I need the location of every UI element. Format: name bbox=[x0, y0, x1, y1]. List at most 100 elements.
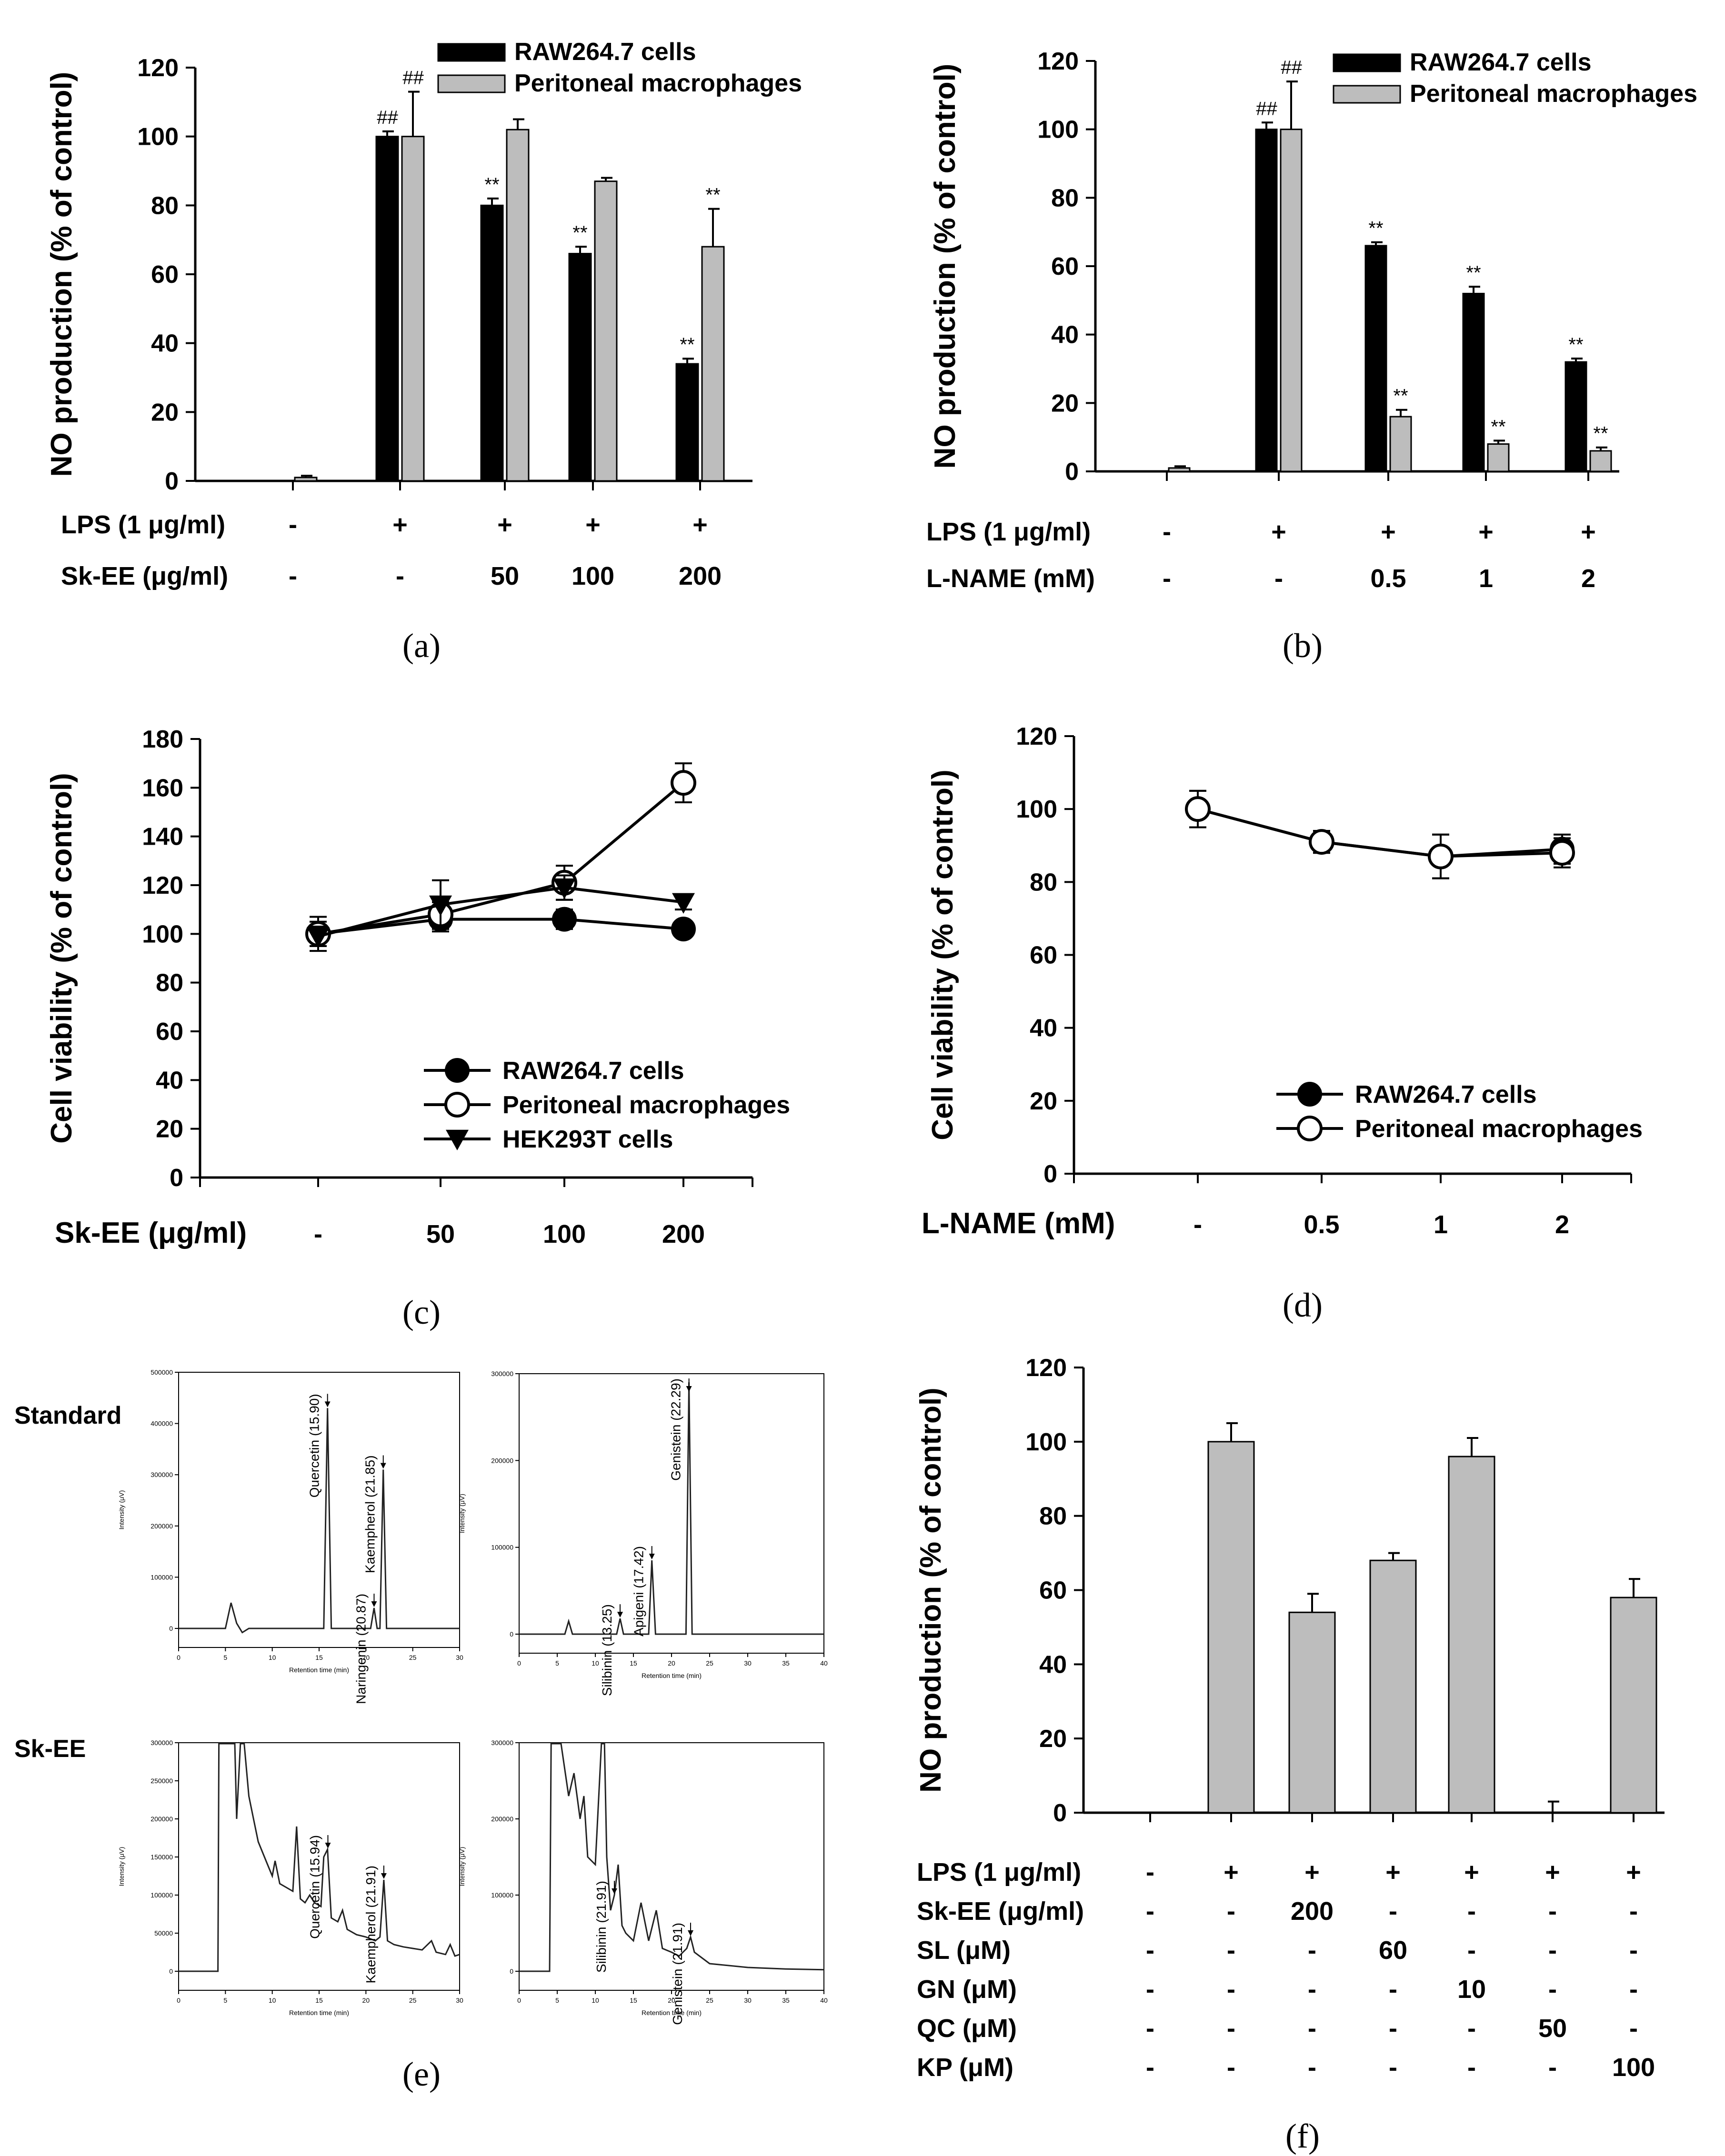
condition-value: + bbox=[1626, 1858, 1641, 1886]
condition-label: L-NAME (mM) bbox=[926, 564, 1095, 593]
y-tick-label: 50000 bbox=[154, 1929, 173, 1937]
marker-open-circle bbox=[1185, 796, 1211, 822]
condition-value: 50 bbox=[491, 562, 519, 590]
y-tick-label: 0 bbox=[510, 1967, 513, 1975]
bar bbox=[568, 253, 592, 482]
y-tick-label: 200000 bbox=[491, 1457, 513, 1464]
series-line bbox=[318, 781, 684, 936]
y-axis-label: Cell viability (% of control) bbox=[926, 769, 959, 1140]
marker-triangle bbox=[672, 893, 695, 914]
condition-value: - bbox=[1467, 2014, 1476, 2043]
significance-label: ** bbox=[1593, 423, 1608, 444]
x-tick-label: 25 bbox=[706, 1659, 713, 1667]
condition-value: + bbox=[585, 510, 601, 539]
y-axis-label: NO production (% of control) bbox=[914, 1387, 947, 1793]
bar bbox=[1610, 1597, 1657, 1814]
panel-label: (e) bbox=[402, 2055, 441, 2093]
condition-value: + bbox=[1381, 518, 1396, 546]
y-tick-label: 0 bbox=[169, 1967, 173, 1975]
marker-open-circle bbox=[1549, 840, 1575, 866]
condition-value: 100 bbox=[572, 562, 614, 590]
panel-label: (b) bbox=[1283, 627, 1323, 665]
condition-value: - bbox=[1227, 2014, 1235, 2043]
row-label: Standard bbox=[14, 1402, 121, 1429]
condition-value: - bbox=[1467, 1936, 1476, 1965]
legend-label: Peritoneal macrophages bbox=[502, 1091, 790, 1119]
marker-triangle bbox=[553, 878, 576, 899]
y-tick-label: 0 bbox=[510, 1630, 513, 1638]
peak-label: Genistein (22.29) bbox=[669, 1378, 683, 1481]
significance-label: ** bbox=[705, 185, 720, 206]
peak-label: Kaempherol (21.85) bbox=[363, 1455, 378, 1573]
marker-filled-circle bbox=[671, 917, 696, 942]
significance-label: ** bbox=[1491, 416, 1505, 437]
y-axis-label: NO production (% of control) bbox=[929, 64, 962, 469]
condition-value: + bbox=[692, 510, 708, 539]
y-axis-label: NO production (% of control) bbox=[45, 72, 78, 477]
y-axis-label: Intensity (μV) bbox=[118, 1490, 125, 1530]
bar bbox=[1448, 1456, 1495, 1814]
bar bbox=[1288, 1611, 1336, 1814]
y-tick-label: 60 bbox=[156, 1018, 183, 1046]
condition-value: 0.5 bbox=[1370, 564, 1406, 593]
condition-value: + bbox=[1304, 1858, 1320, 1886]
bar bbox=[1589, 450, 1612, 472]
condition-value: - bbox=[1308, 2053, 1316, 2082]
marker-open-circle bbox=[1428, 843, 1454, 869]
x-axis-label: Retention time (min) bbox=[642, 1672, 702, 1679]
condition-label: Sk-EE (μg/ml) bbox=[917, 1897, 1084, 1926]
y-tick-label: 100000 bbox=[150, 1891, 173, 1899]
y-tick-label: 20 bbox=[156, 1116, 183, 1143]
condition-value: - bbox=[1146, 2014, 1154, 2043]
bar bbox=[294, 477, 318, 482]
x-tick-label: 25 bbox=[409, 1996, 417, 2004]
y-axis-label: Intensity (μV) bbox=[118, 1847, 125, 1886]
series-line bbox=[318, 918, 684, 936]
condition-value: - bbox=[1389, 2014, 1397, 2043]
y-tick-label: 120 bbox=[1016, 723, 1057, 750]
y-tick-label: 0 bbox=[1043, 1160, 1057, 1188]
arrow-head bbox=[688, 1930, 693, 1936]
peak-label: Naringenin (20.87) bbox=[353, 1594, 368, 1704]
condition-value: - bbox=[1467, 1897, 1476, 1926]
condition-value: - bbox=[1146, 2053, 1154, 2082]
peak-label: Apigeni (17.42) bbox=[632, 1546, 646, 1637]
x-tick-label: 100 bbox=[543, 1220, 586, 1248]
y-tick-label: 180 bbox=[142, 726, 183, 753]
arrow-head bbox=[617, 1612, 623, 1618]
marker-open-circle bbox=[1309, 829, 1334, 855]
condition-value: - bbox=[1629, 1897, 1638, 1926]
marker-triangle bbox=[307, 927, 330, 948]
y-tick-label: 60 bbox=[1030, 942, 1057, 969]
legend-swatch bbox=[1333, 53, 1401, 72]
condition-value: - bbox=[289, 510, 297, 539]
condition-value: - bbox=[1629, 2014, 1638, 2043]
peak-label: Genistein (21.91) bbox=[670, 1923, 685, 2025]
x-tick-label: 0 bbox=[517, 1996, 521, 2004]
condition-value: - bbox=[1146, 1936, 1154, 1965]
x-tick-label: 10 bbox=[269, 1654, 276, 1661]
y-tick-label: 0 bbox=[1053, 1799, 1067, 1827]
condition-value: - bbox=[1389, 1897, 1397, 1926]
significance-label: ## bbox=[402, 68, 424, 89]
panel-label: (c) bbox=[402, 1293, 441, 1331]
condition-value: + bbox=[1385, 1858, 1401, 1886]
panel-label: (d) bbox=[1283, 1286, 1323, 1324]
y-tick-label: 150000 bbox=[150, 1853, 173, 1861]
condition-label: LPS (1 μg/ml) bbox=[926, 518, 1091, 546]
y-tick-label: 300000 bbox=[150, 1739, 173, 1747]
arrow-head bbox=[371, 1601, 377, 1607]
y-tick-label: 140 bbox=[142, 823, 183, 851]
bar bbox=[1462, 292, 1485, 472]
condition-value: - bbox=[1629, 1936, 1638, 1965]
y-tick-label: 60 bbox=[1039, 1577, 1067, 1605]
y-axis-label: Intensity (μV) bbox=[458, 1494, 466, 1533]
x-tick-label: 30 bbox=[456, 1654, 463, 1661]
peak-label: Quercetin (15.90) bbox=[307, 1394, 322, 1497]
condition-value: + bbox=[1271, 518, 1286, 546]
y-axis-label: Cell viability (% of control) bbox=[45, 773, 78, 1144]
peak-label: Quercetin (15.94) bbox=[307, 1835, 322, 1939]
x-tick-label: 15 bbox=[315, 1654, 323, 1661]
condition-value: 60 bbox=[1379, 1936, 1407, 1965]
x-tick-label: 20 bbox=[362, 1996, 370, 2004]
